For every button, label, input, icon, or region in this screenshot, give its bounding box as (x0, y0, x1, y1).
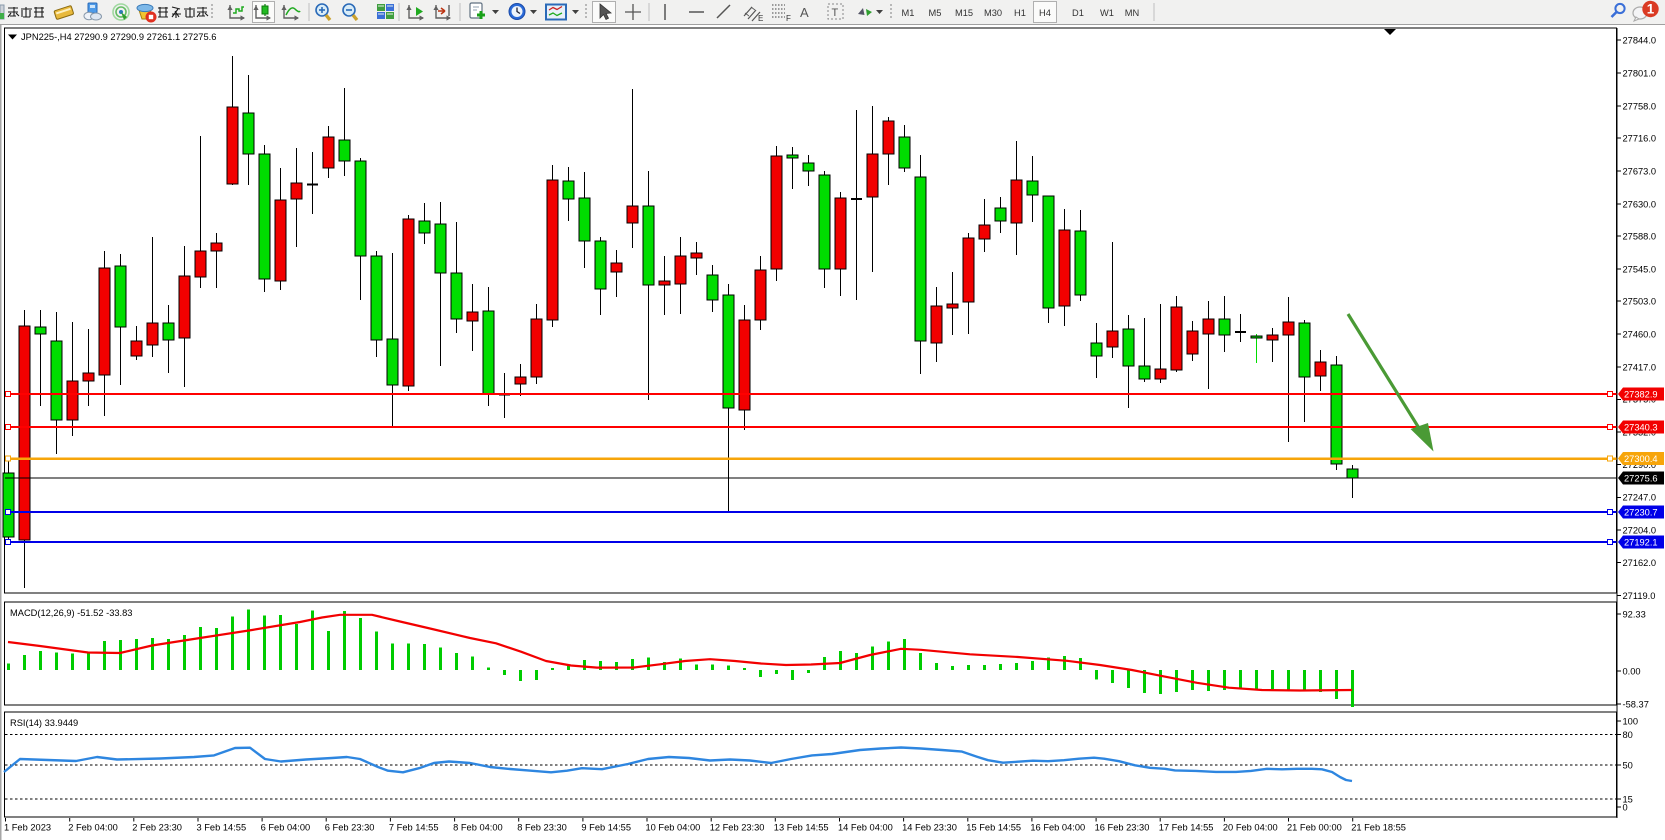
svg-text:13 Feb 14:55: 13 Feb 14:55 (774, 823, 829, 833)
svg-text:27204.0: 27204.0 (1623, 526, 1657, 536)
svg-text:15: 15 (1623, 794, 1633, 804)
svg-text:1 Feb 2023: 1 Feb 2023 (4, 823, 51, 833)
svg-text:92.33: 92.33 (1623, 609, 1646, 619)
svg-text:12 Feb 23:30: 12 Feb 23:30 (710, 823, 765, 833)
svg-text:7 Feb 14:55: 7 Feb 14:55 (389, 823, 439, 833)
svg-text:MN: MN (1125, 8, 1139, 18)
svg-text:M15: M15 (955, 8, 973, 18)
svg-text:27230.7: 27230.7 (1624, 507, 1658, 517)
svg-text:15 Feb 14:55: 15 Feb 14:55 (966, 823, 1021, 833)
svg-text:27460.0: 27460.0 (1623, 330, 1657, 340)
svg-text:21 Feb 18:55: 21 Feb 18:55 (1351, 823, 1406, 833)
svg-text:0: 0 (1623, 802, 1628, 812)
svg-text:100: 100 (1623, 716, 1639, 726)
svg-text:3 Feb 14:55: 3 Feb 14:55 (197, 823, 247, 833)
svg-text:MACD(12,26,9) -51.52 -33.83: MACD(12,26,9) -51.52 -33.83 (10, 608, 132, 618)
svg-text:9 Feb 14:55: 9 Feb 14:55 (581, 823, 631, 833)
svg-text:8 Feb 23:30: 8 Feb 23:30 (517, 823, 567, 833)
svg-text:27758.0: 27758.0 (1623, 101, 1657, 111)
svg-text:M30: M30 (984, 8, 1002, 18)
svg-text:D1: D1 (1072, 8, 1084, 18)
svg-text:21 Feb 00:00: 21 Feb 00:00 (1287, 823, 1342, 833)
svg-text:H1: H1 (1014, 8, 1026, 18)
svg-text:RSI(14) 33.9449: RSI(14) 33.9449 (10, 718, 78, 728)
svg-text:27119.0: 27119.0 (1623, 591, 1656, 601)
svg-text:27162.0: 27162.0 (1623, 558, 1657, 568)
svg-text:6 Feb 04:00: 6 Feb 04:00 (261, 823, 311, 833)
svg-text:2 Feb 04:00: 2 Feb 04:00 (68, 823, 118, 833)
svg-text:27545.0: 27545.0 (1623, 264, 1657, 274)
svg-text:E: E (758, 14, 763, 23)
svg-text:A: A (800, 5, 809, 20)
svg-text:10 Feb 04:00: 10 Feb 04:00 (646, 823, 701, 833)
svg-text:27275.6: 27275.6 (1624, 473, 1658, 483)
svg-text:27300.4: 27300.4 (1624, 454, 1658, 464)
svg-text:27382.9: 27382.9 (1624, 389, 1658, 399)
svg-text:27247.0: 27247.0 (1623, 493, 1657, 503)
svg-text:17 Feb 14:55: 17 Feb 14:55 (1159, 823, 1214, 833)
svg-text:M5: M5 (929, 8, 942, 18)
svg-text:M1: M1 (902, 8, 915, 18)
svg-text:80: 80 (1623, 730, 1633, 740)
svg-text:27630.0: 27630.0 (1623, 199, 1657, 209)
svg-text:27716.0: 27716.0 (1623, 133, 1657, 143)
svg-text:1: 1 (1647, 2, 1655, 17)
svg-text:27673.0: 27673.0 (1623, 166, 1657, 176)
svg-text:H4: H4 (1039, 8, 1051, 18)
svg-text:27417.0: 27417.0 (1623, 363, 1657, 373)
svg-text:JPN225-,H4 27290.9 27290.9 27: JPN225-,H4 27290.9 27290.9 27261.1 27275… (21, 32, 216, 42)
svg-text:27340.3: 27340.3 (1624, 422, 1658, 432)
svg-text:14 Feb 23:30: 14 Feb 23:30 (902, 823, 957, 833)
svg-text:50: 50 (1623, 760, 1633, 770)
svg-text:6 Feb 23:30: 6 Feb 23:30 (325, 823, 375, 833)
svg-text:27844.0: 27844.0 (1623, 35, 1657, 45)
svg-text:-58.37: -58.37 (1623, 699, 1649, 709)
svg-text:27192.1: 27192.1 (1624, 537, 1658, 547)
svg-text:27588.0: 27588.0 (1623, 232, 1657, 242)
svg-text:0.00: 0.00 (1623, 666, 1641, 676)
svg-text:27503.0: 27503.0 (1623, 297, 1657, 307)
svg-text:8 Feb 04:00: 8 Feb 04:00 (453, 823, 503, 833)
svg-text:2 Feb 23:30: 2 Feb 23:30 (132, 823, 182, 833)
svg-text:16 Feb 23:30: 16 Feb 23:30 (1095, 823, 1150, 833)
svg-text:14 Feb 04:00: 14 Feb 04:00 (838, 823, 893, 833)
svg-text:20 Feb 04:00: 20 Feb 04:00 (1223, 823, 1278, 833)
svg-text:16 Feb 04:00: 16 Feb 04:00 (1030, 823, 1085, 833)
svg-text:W1: W1 (1100, 8, 1114, 18)
svg-text:F: F (786, 14, 791, 23)
svg-text:T: T (832, 7, 839, 19)
svg-text:27801.0: 27801.0 (1623, 68, 1657, 78)
